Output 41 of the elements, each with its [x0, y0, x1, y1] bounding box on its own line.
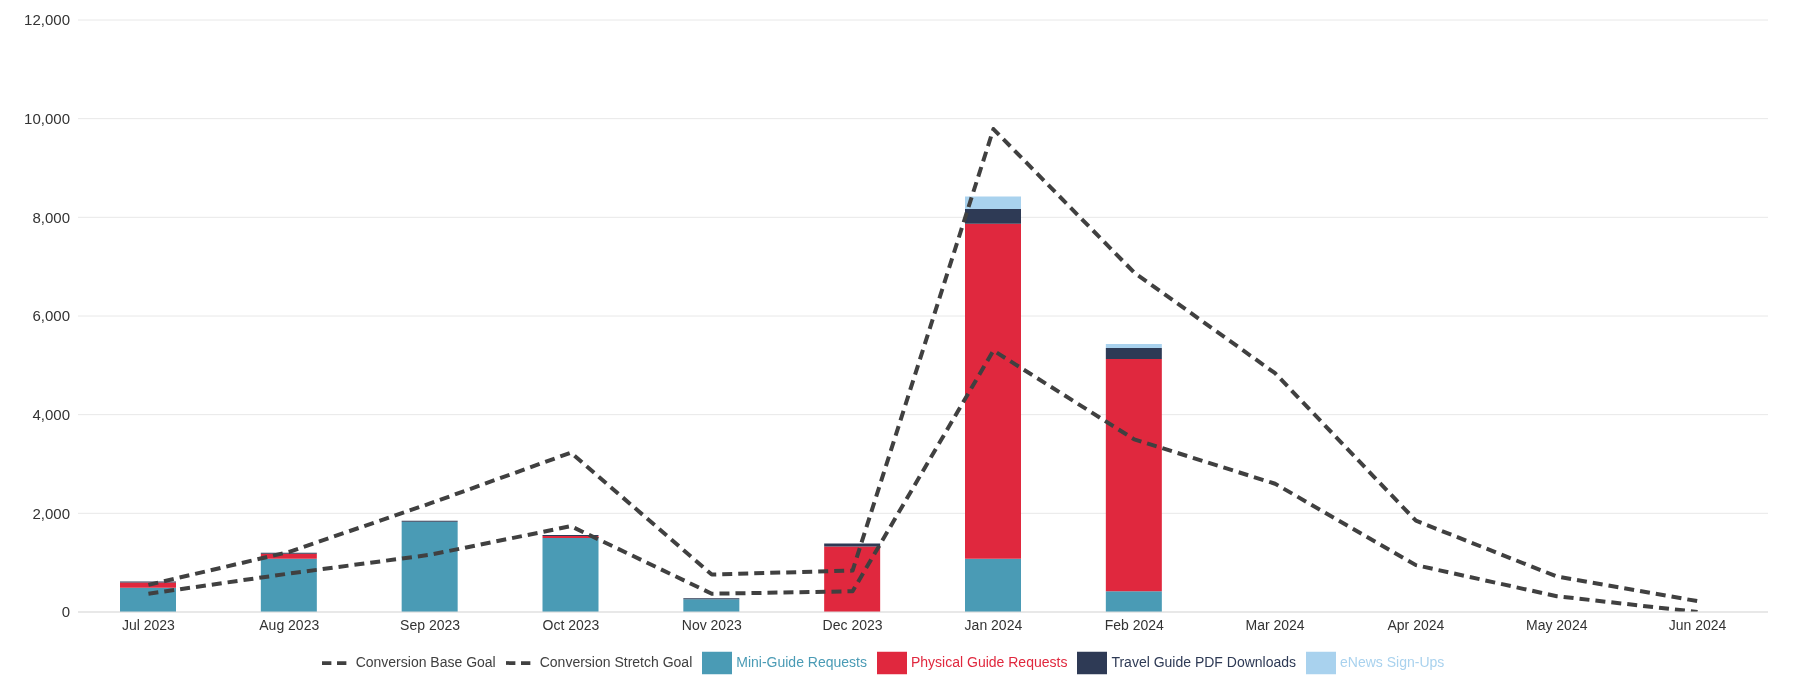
y-tick-label: 6,000: [32, 307, 70, 325]
legend-label: Physical Guide Requests: [910, 653, 1068, 670]
y-tick-label: 0: [61, 603, 70, 621]
y-tick-label: 2,000: [32, 504, 70, 522]
x-tick-label: Jun 2024: [1668, 616, 1727, 633]
legend-label: Travel Guide PDF Downloads: [1111, 653, 1297, 670]
bar: [683, 599, 740, 612]
x-tick-label: Jan 2024: [964, 616, 1023, 633]
x-tick-label: May 2024: [1526, 616, 1588, 633]
bar: [1105, 348, 1162, 359]
x-tick-label: Aug 2023: [259, 616, 320, 633]
bar: [965, 558, 1021, 612]
x-tick-label: Dec 2023: [822, 616, 883, 633]
x-tick-label: Nov 2023: [681, 616, 742, 633]
legend-label: Conversion Stretch Goal: [539, 653, 693, 670]
x-tick-label: Sep 2023: [400, 616, 461, 633]
legend-label: Mini-Guide Requests: [736, 653, 867, 670]
bar: [1105, 591, 1162, 612]
bar: [401, 521, 458, 612]
bar: [1105, 358, 1162, 592]
legend-label: eNews Sign-Ups: [1340, 653, 1445, 670]
bar: [965, 196, 1021, 209]
y-tick-label: 10,000: [24, 109, 70, 127]
x-tick-label: Apr 2024: [1387, 616, 1445, 633]
x-tick-label: Mar 2024: [1245, 616, 1305, 633]
y-tick-label: 8,000: [32, 208, 70, 226]
bar: [965, 208, 1021, 224]
x-tick-label: Jul 2023: [121, 616, 176, 633]
x-tick-label: Oct 2023: [542, 616, 600, 633]
line-series: [146, 127, 1700, 604]
y-tick-label: 4,000: [32, 405, 70, 423]
bar: [824, 543, 881, 547]
y-tick-label: 12,000: [24, 11, 70, 29]
bar: [260, 558, 317, 612]
legend-label: Conversion Base Goal: [355, 653, 496, 670]
x-tick-label: Feb 2024: [1104, 616, 1165, 633]
bar: [824, 546, 881, 612]
bar: [965, 223, 1021, 559]
bar: [1105, 344, 1162, 349]
bar: [542, 538, 599, 612]
line-series: [146, 348, 1700, 612]
